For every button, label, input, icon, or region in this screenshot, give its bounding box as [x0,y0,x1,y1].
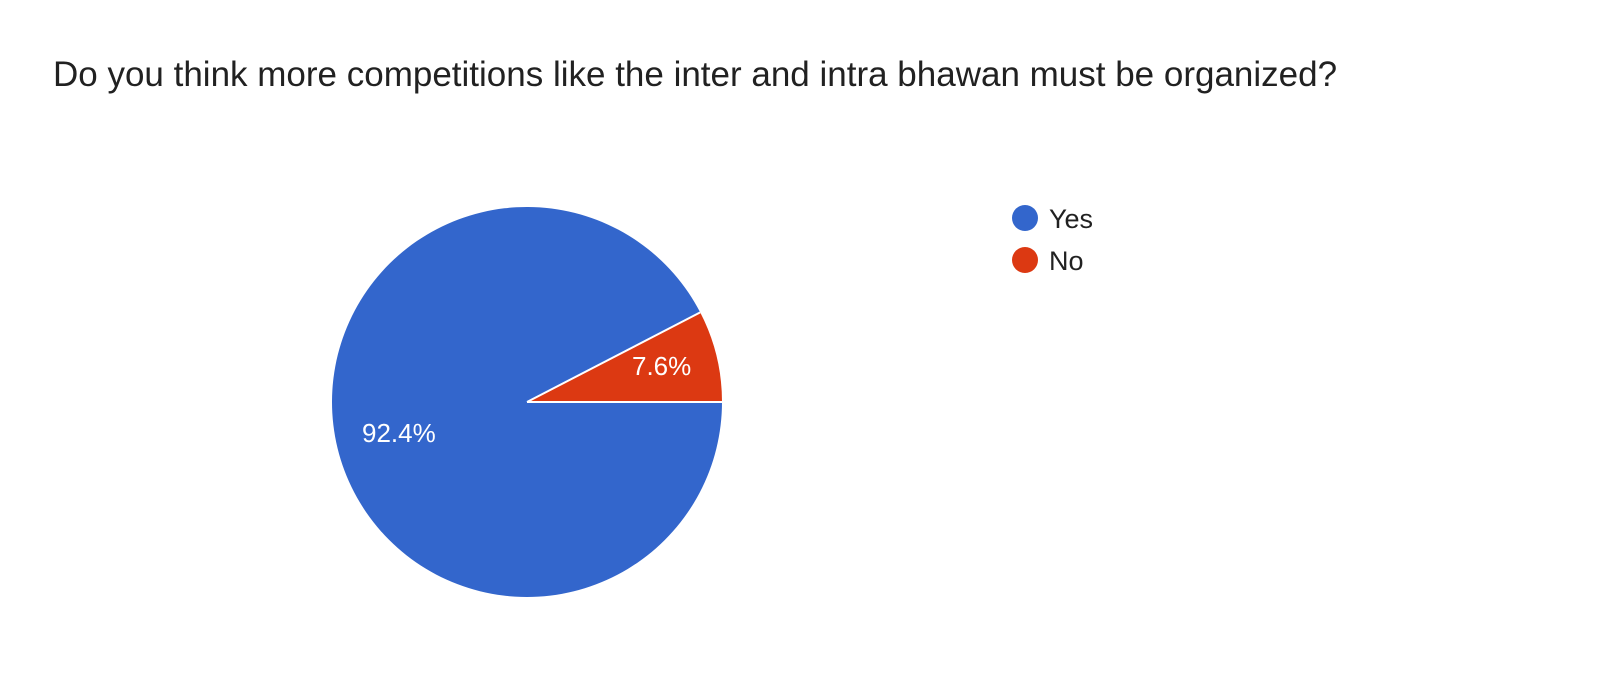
svg-text:No: No [1049,246,1084,276]
svg-text:Yes: Yes [1049,204,1093,234]
svg-text:92.4%: 92.4% [362,418,436,448]
svg-text:7.6%: 7.6% [632,351,691,381]
